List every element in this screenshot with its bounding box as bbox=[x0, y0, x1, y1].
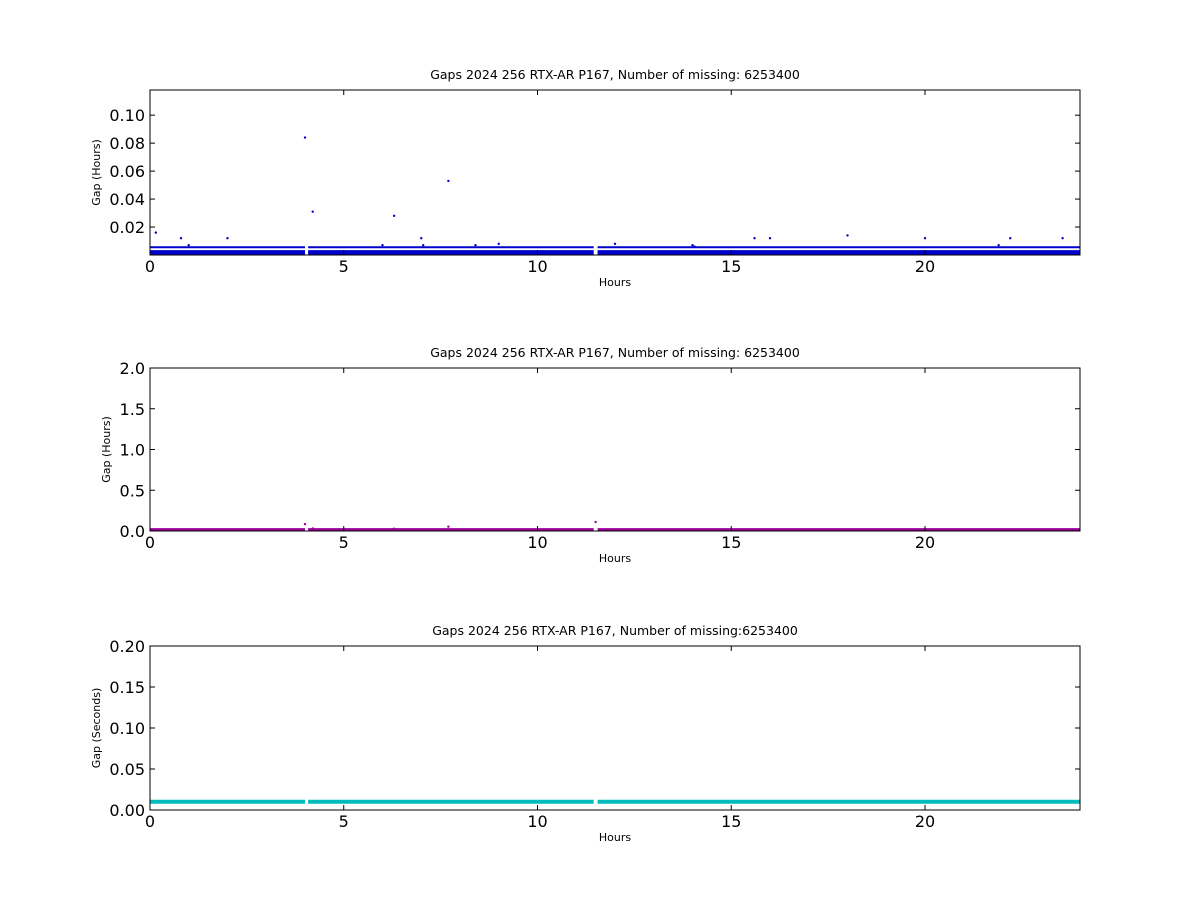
y-tick-label: 0.00 bbox=[109, 801, 145, 820]
chart-panel-2: Gaps 2024 256 RTX-AR P167, Number of mis… bbox=[100, 345, 1081, 565]
y-tick-label: 0.0 bbox=[120, 522, 145, 541]
data-point-0 bbox=[154, 231, 158, 234]
data-point-17 bbox=[693, 245, 696, 248]
x-tick-label: 0 bbox=[145, 257, 155, 276]
data-point-9 bbox=[392, 251, 396, 254]
data-point-24 bbox=[1061, 237, 1064, 240]
data-point-19 bbox=[768, 237, 772, 240]
data-point-4 bbox=[226, 237, 229, 240]
y-tick-label: 0.06 bbox=[109, 162, 145, 181]
axes-frame bbox=[149, 367, 1081, 532]
y-axis-label: Gap (Hours) bbox=[100, 416, 113, 483]
y-axis-label: Gap (Seconds) bbox=[90, 688, 103, 769]
data-point-13 bbox=[474, 244, 477, 247]
x-tick-label: 15 bbox=[721, 812, 741, 831]
data-point-3 bbox=[187, 244, 190, 247]
x-tick-label: 20 bbox=[915, 257, 935, 276]
y-axis-label: Gap (Hours) bbox=[90, 139, 103, 206]
axes-frame bbox=[149, 645, 1081, 811]
data-point-1 bbox=[179, 237, 183, 240]
data-point-8 bbox=[392, 214, 396, 218]
y-tick-label: 0.08 bbox=[109, 134, 145, 153]
data-point-1 bbox=[311, 527, 314, 530]
x-tick-label: 15 bbox=[721, 533, 741, 552]
y-tick-label: 2.0 bbox=[120, 359, 145, 378]
y-tick-label: 0.10 bbox=[109, 719, 145, 738]
y-tick-label: 0.20 bbox=[109, 637, 145, 656]
x-tick-label: 5 bbox=[339, 257, 349, 276]
x-tick-label: 0 bbox=[145, 533, 155, 552]
data-point-16 bbox=[691, 244, 694, 247]
data-point-12 bbox=[447, 179, 450, 183]
axes-frame bbox=[149, 89, 1081, 256]
chart-panel-3: Gaps 2024 256 RTX-AR P167, Number of mis… bbox=[90, 623, 1081, 844]
y-tick-label: 0.15 bbox=[109, 678, 145, 697]
y-tick-label: 0.05 bbox=[109, 760, 145, 779]
data-point-10 bbox=[420, 237, 423, 240]
data-point-22 bbox=[997, 244, 1000, 247]
x-axis-label: Hours bbox=[599, 552, 631, 565]
data-point-7 bbox=[381, 244, 384, 247]
x-axis-label: Hours bbox=[599, 831, 631, 844]
x-tick-label: 10 bbox=[527, 533, 547, 552]
plot-area bbox=[150, 520, 1080, 531]
chart-title: Gaps 2024 256 RTX-AR P167, Number of mis… bbox=[432, 623, 798, 638]
y-tick-label: 0.10 bbox=[109, 106, 145, 125]
x-tick-label: 5 bbox=[339, 812, 349, 831]
data-point-18 bbox=[753, 237, 756, 240]
chart-panel-1: Gaps 2024 256 RTX-AR P167, Number of mis… bbox=[90, 67, 1081, 289]
x-tick-label: 5 bbox=[339, 533, 349, 552]
y-tick-label: 0.02 bbox=[109, 218, 145, 237]
y-tick-label: 1.5 bbox=[120, 400, 145, 419]
data-point-0 bbox=[303, 522, 307, 526]
x-tick-label: 10 bbox=[527, 257, 547, 276]
data-point-21 bbox=[923, 237, 927, 240]
x-axis-label: Hours bbox=[599, 276, 631, 289]
x-tick-label: 10 bbox=[527, 812, 547, 831]
x-tick-label: 20 bbox=[915, 812, 935, 831]
y-tick-label: 0.04 bbox=[109, 190, 145, 209]
data-point-20 bbox=[846, 234, 849, 237]
x-tick-label: 0 bbox=[145, 812, 155, 831]
data-point-14 bbox=[497, 242, 500, 246]
data-point-2 bbox=[392, 527, 396, 530]
plot-area bbox=[150, 136, 1080, 255]
x-tick-label: 15 bbox=[721, 257, 741, 276]
data-point-4 bbox=[594, 520, 597, 524]
chart-title: Gaps 2024 256 RTX-AR P167, Number of mis… bbox=[430, 67, 800, 82]
y-tick-label: 1.0 bbox=[120, 441, 145, 460]
y-tick-label: 0.5 bbox=[120, 481, 145, 500]
data-point-11 bbox=[421, 244, 425, 247]
data-point-15 bbox=[613, 242, 617, 246]
data-point-2 bbox=[179, 251, 183, 254]
chart-title: Gaps 2024 256 RTX-AR P167, Number of mis… bbox=[430, 345, 800, 360]
data-point-3 bbox=[447, 525, 450, 528]
data-point-23 bbox=[1009, 237, 1012, 240]
data-point-6 bbox=[311, 210, 314, 213]
data-point-5 bbox=[303, 136, 307, 139]
x-tick-label: 20 bbox=[915, 533, 935, 552]
